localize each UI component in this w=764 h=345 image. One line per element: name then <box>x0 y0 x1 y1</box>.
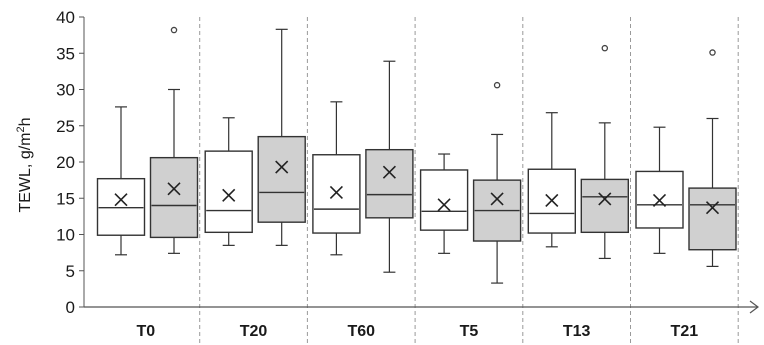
box-t13-white <box>527 112 576 248</box>
y-tick-label: 10 <box>56 226 75 245</box>
x-axis-arrow <box>749 300 759 314</box>
outlier-point <box>493 81 501 89</box>
mean-marker <box>222 188 236 202</box>
y-tick-label: 15 <box>56 189 75 208</box>
y-axis-title-base: TEWL, g/m <box>17 133 34 213</box>
category-label-t60: T60 <box>347 323 375 340</box>
box-t5-gray <box>472 81 522 284</box>
outlier-point <box>709 49 716 56</box>
y-tick-label: 20 <box>56 153 75 172</box>
mean-marker <box>705 201 720 215</box>
category-label-t20: T20 <box>240 323 268 340</box>
y-axis-title: TEWL, g/m2h <box>15 117 34 212</box>
mean-marker <box>382 165 396 179</box>
box-iqr <box>149 156 199 239</box>
mean-marker <box>652 193 667 207</box>
y-tick-label: 0 <box>66 298 75 317</box>
box-iqr <box>257 135 306 223</box>
box-t21-gray <box>688 49 737 267</box>
grid-lines <box>199 17 739 343</box>
category-label-t13: T13 <box>563 323 591 340</box>
box-iqr <box>419 169 469 231</box>
mean-marker <box>114 193 128 207</box>
category-label-t21: T21 <box>671 323 699 340</box>
outlier-point <box>601 44 609 52</box>
box-t21-white <box>635 126 684 254</box>
y-tick-label: 40 <box>56 8 75 27</box>
box-t20-white <box>204 117 253 246</box>
box-t60-gray <box>365 60 414 273</box>
outlier-point <box>170 26 178 34</box>
mean-marker <box>329 185 343 200</box>
y-axis-title-tail: h <box>17 117 34 126</box>
category-label-t0: T0 <box>137 323 156 340</box>
y-tick-label: 25 <box>56 117 75 136</box>
box-iqr <box>688 187 737 251</box>
box-iqr <box>204 150 253 234</box>
box-iqr <box>312 154 361 234</box>
mean-marker <box>275 160 289 174</box>
mean-marker <box>167 182 181 196</box>
y-tick-label: 30 <box>56 81 75 100</box>
category-label-t5: T5 <box>460 323 479 340</box>
box-t0-white <box>96 106 146 256</box>
box-iqr <box>96 177 146 236</box>
mean-marker <box>598 192 612 206</box>
box-series <box>96 26 737 284</box>
box-t13-gray <box>580 44 629 260</box>
box-t0-gray <box>149 26 199 254</box>
box-t60-white <box>312 101 361 256</box>
y-tick-label: 35 <box>56 44 75 63</box>
y-axis-title-sup: 2 <box>15 126 27 132</box>
mean-marker <box>490 192 504 206</box>
box-iqr <box>580 178 629 234</box>
box-t20-gray <box>257 28 306 246</box>
mean-marker <box>545 193 559 207</box>
mean-marker <box>437 198 451 212</box>
axes <box>79 16 759 314</box>
labels: 0 5 10 15 20 25 30 35 40 T0 T20 T60 T5 T13 T21 <box>56 8 698 340</box>
box-t5-white <box>419 153 469 254</box>
box-iqr <box>365 148 414 219</box>
y-tick-label: 5 <box>66 262 75 281</box>
